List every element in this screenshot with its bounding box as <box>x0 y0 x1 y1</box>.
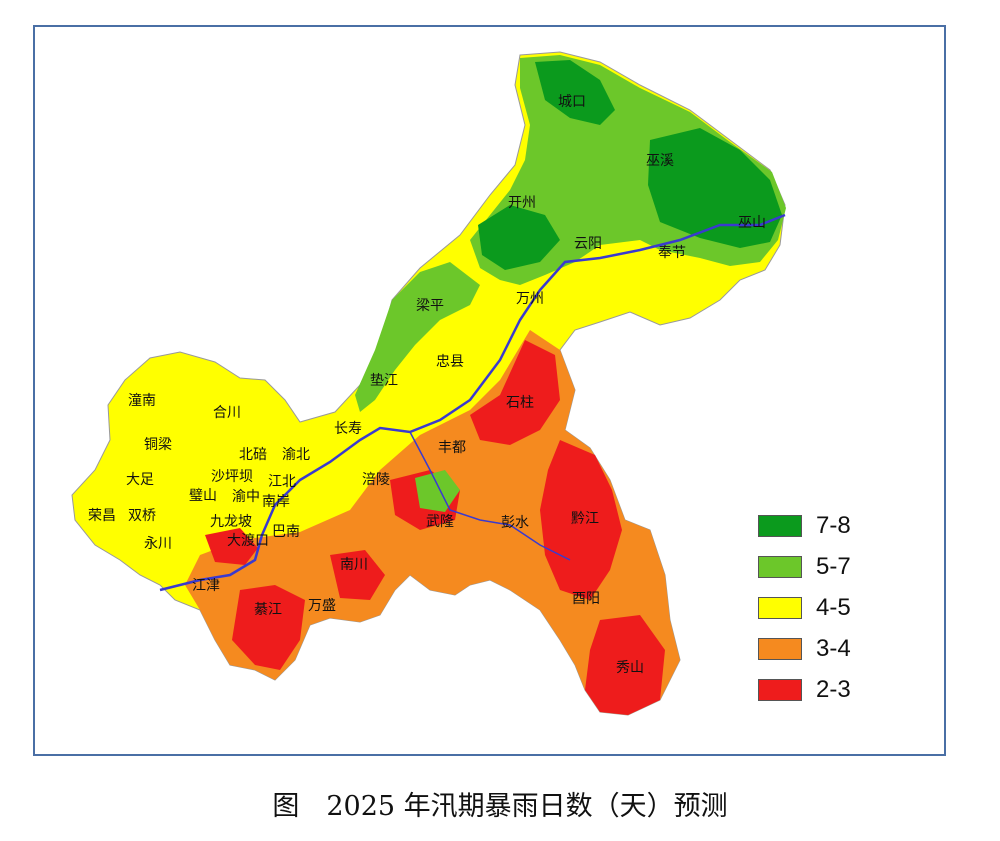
place-label: 万盛 <box>308 598 336 614</box>
place-label: 沙坪坝 <box>211 469 253 485</box>
place-label: 开州 <box>508 195 536 211</box>
place-label: 璧山 <box>189 487 217 504</box>
place-label: 酉阳 <box>572 591 600 607</box>
place-label: 垫江 <box>370 373 398 389</box>
figure-caption: 图 2025 年汛期暴雨日数（天）预测 <box>272 791 728 822</box>
place-label: 江津 <box>192 578 220 594</box>
place-label: 城口 <box>558 94 586 110</box>
place-label: 武隆 <box>426 514 454 530</box>
legend-label: 7-8 <box>816 511 851 539</box>
legend-item: 2-3 <box>758 669 851 710</box>
zone-5-7-wulong <box>415 470 460 512</box>
place-label: 渝中 <box>232 489 260 505</box>
place-label: 九龙坡 <box>210 514 252 530</box>
legend-item: 7-8 <box>758 505 851 546</box>
place-label: 秀山 <box>616 660 644 676</box>
place-label: 铜梁 <box>144 437 172 453</box>
place-label: 江北 <box>268 474 296 490</box>
place-label: 南岸 <box>262 494 290 510</box>
zone-2-3-jiulongpo <box>205 528 258 565</box>
place-label: 北碚 <box>239 447 267 463</box>
place-label: 长寿 <box>334 420 362 437</box>
place-label: 奉节 <box>658 245 686 261</box>
place-label: 荣昌 <box>88 508 116 524</box>
legend-item: 4-5 <box>758 587 851 628</box>
place-label: 梁平 <box>416 298 444 314</box>
legend-label: 2-3 <box>816 675 851 703</box>
legend-swatch <box>758 555 802 578</box>
wujiang-river <box>409 431 571 561</box>
place-label: 彭水 <box>501 515 529 531</box>
place-label: 黔江 <box>571 511 599 527</box>
legend-swatch <box>758 678 802 701</box>
place-label: 南川 <box>340 557 368 573</box>
zone-2-3-shizhu <box>470 340 560 445</box>
zone-2-3-youyang <box>585 615 665 715</box>
place-label: 綦江 <box>254 602 282 618</box>
place-label: 巫山 <box>738 215 766 231</box>
zone-2-3-qijiang <box>232 585 305 670</box>
place-label: 石柱 <box>506 395 534 411</box>
legend-item: 5-7 <box>758 546 851 587</box>
map-frame <box>33 25 946 756</box>
place-label: 云阳 <box>574 236 602 252</box>
zone-7-8-wushan <box>648 128 782 248</box>
legend-item: 3-4 <box>758 628 851 669</box>
zone-5-7-liangping <box>355 262 480 412</box>
place-label: 涪陵 <box>362 472 390 488</box>
place-label: 万州 <box>516 291 544 307</box>
legend-label: 3-4 <box>816 634 851 662</box>
zone-2-3-qianjiang <box>540 440 622 600</box>
zone-7-8-chengkou <box>535 60 615 125</box>
legend-swatch <box>758 514 802 537</box>
legend: 7-8 5-7 4-5 3-4 2-3 <box>758 505 851 710</box>
legend-label: 5-7 <box>816 552 851 580</box>
place-label: 大足 <box>126 472 154 488</box>
legend-swatch <box>758 596 802 619</box>
place-label: 双桥 <box>128 508 156 524</box>
zone-2-3-nanchuan <box>330 550 385 600</box>
yangtze-river <box>159 213 786 592</box>
place-label: 永川 <box>144 536 172 552</box>
zone-7-8-kaizhou <box>478 205 560 270</box>
place-label: 潼南 <box>128 392 156 409</box>
place-label: 忠县 <box>436 354 464 370</box>
place-label: 巴南 <box>272 524 300 540</box>
legend-label: 4-5 <box>816 593 851 621</box>
place-label: 丰都 <box>438 440 466 456</box>
place-label: 合川 <box>213 405 241 421</box>
place-label: 渝北 <box>282 447 310 463</box>
legend-swatch <box>758 637 802 660</box>
place-label: 大渡口 <box>227 533 269 549</box>
place-label: 巫溪 <box>646 153 674 169</box>
